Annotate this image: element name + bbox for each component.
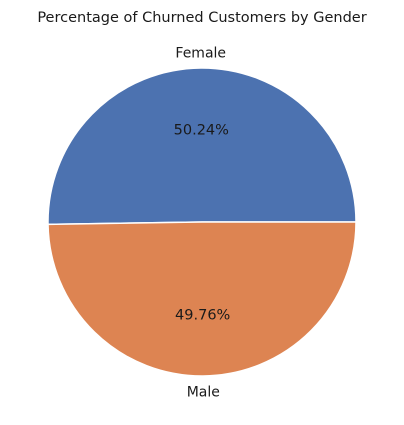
pie-slice-male bbox=[47, 221, 357, 377]
percent-label-male: 49.76% bbox=[175, 307, 230, 323]
slice-label-female: Female bbox=[175, 46, 226, 62]
pie-slice-female bbox=[47, 67, 357, 226]
pie-slices bbox=[47, 67, 357, 377]
percent-label-female: 50.24% bbox=[174, 123, 229, 139]
chart-title: Percentage of Churned Customers by Gende… bbox=[37, 10, 366, 26]
slice-label-male: Male bbox=[187, 384, 220, 400]
pie-labels: Female 50.24% Male 49.76% bbox=[174, 46, 231, 401]
